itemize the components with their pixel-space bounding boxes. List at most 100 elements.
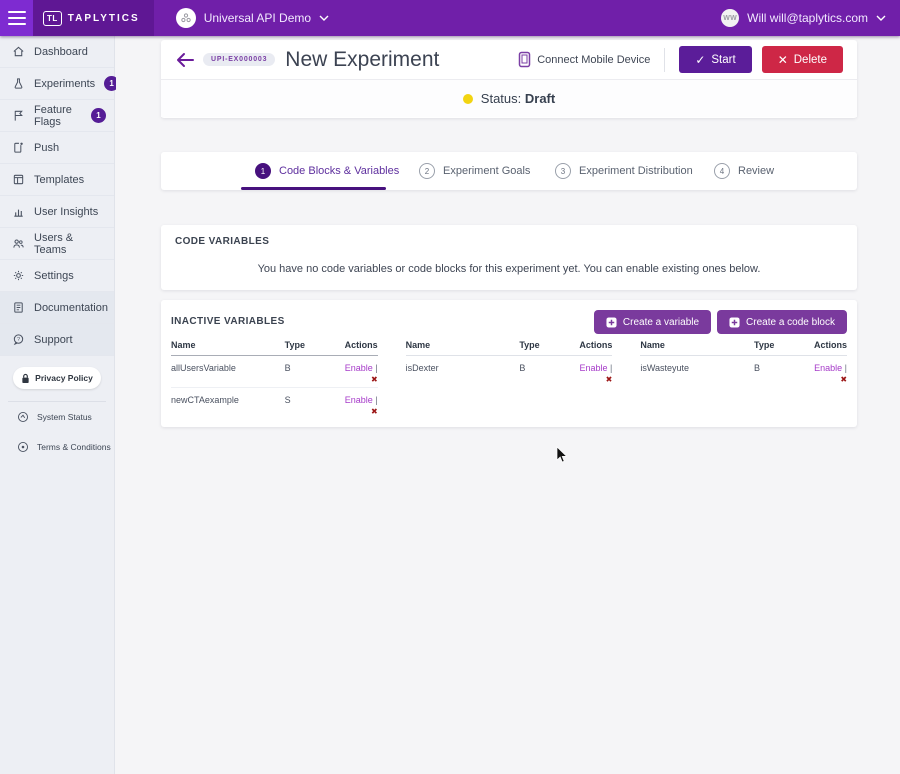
- col-type: Type: [519, 340, 540, 350]
- asterisk-circle-icon: [17, 441, 29, 453]
- home-icon: [12, 45, 25, 58]
- col-name: Name: [171, 340, 196, 350]
- system-status-link[interactable]: System Status: [0, 402, 114, 432]
- sidebar-item-label: Documentation: [34, 301, 108, 314]
- stepper-card: 1 Code Blocks & Variables 2 Experiment G…: [161, 152, 857, 190]
- step-label: Experiment Distribution: [579, 165, 693, 177]
- chevron-down-icon: [876, 15, 886, 21]
- step-label: Code Blocks & Variables: [279, 165, 400, 177]
- remove-button[interactable]: ✖: [370, 407, 378, 416]
- status-text: Status: Draft: [480, 91, 556, 106]
- plus-square-icon: [729, 316, 740, 328]
- col-name: Name: [405, 340, 431, 350]
- status-value: Draft: [524, 91, 556, 106]
- remove-button[interactable]: ✖: [370, 375, 378, 384]
- start-button[interactable]: ✓ Start: [679, 46, 752, 73]
- enable-link[interactable]: Enable: [814, 363, 843, 373]
- sidebar-item-label: Templates: [34, 173, 85, 186]
- sidebar-item-templates[interactable]: Templates: [0, 164, 114, 196]
- inactive-variables-header: INACTIVE VARIABLES Create a variable Cre…: [171, 310, 847, 334]
- variable-type: S: [284, 395, 291, 405]
- user-avatar: WW: [721, 9, 740, 27]
- step-experiment-goals[interactable]: 2 Experiment Goals: [419, 152, 530, 190]
- sidebar-item-push[interactable]: Push: [0, 132, 114, 164]
- col-actions: Actions: [814, 340, 848, 350]
- user-name: Will will@taplytics.com: [747, 11, 868, 25]
- col-actions: Actions: [344, 340, 378, 350]
- col-name: Name: [640, 340, 665, 350]
- terms-conditions-link[interactable]: Terms & Conditions: [0, 432, 114, 462]
- variable-name: newCTAexample: [171, 395, 239, 405]
- user-menu[interactable]: WW Will will@taplytics.com: [721, 9, 900, 27]
- variables-table-1: Name Type Actions allUsersVariable B Ena…: [171, 340, 378, 419]
- status-gauge-icon: [17, 411, 29, 423]
- col-type: Type: [754, 340, 775, 350]
- logo-mark: TL: [43, 10, 62, 26]
- flag-icon: [12, 109, 25, 122]
- hamburger-menu-button[interactable]: [0, 0, 33, 36]
- sidebar-item-label: Experiments: [34, 77, 96, 90]
- sidebar: Dashboard Experiments 1 Feature Flags 1 …: [0, 36, 120, 774]
- enable-link[interactable]: Enable: [344, 363, 373, 373]
- back-arrow-button[interactable]: [175, 52, 195, 68]
- step-label: Review: [738, 165, 775, 177]
- step-experiment-distribution[interactable]: 3 Experiment Distribution: [555, 152, 693, 190]
- create-code-block-button[interactable]: Create a code block: [717, 310, 847, 334]
- variables-table-3: Name Type Actions isWasteyute B Enable |…: [640, 340, 848, 419]
- variable-name: isDexter: [405, 363, 439, 373]
- connect-mobile-device-label: Connect Mobile Device: [537, 53, 651, 66]
- step-code-blocks-variables[interactable]: 1 Code Blocks & Variables: [255, 152, 399, 190]
- gear-icon: [12, 269, 25, 282]
- delete-button[interactable]: ✕ Delete: [761, 46, 843, 73]
- project-selector[interactable]: Universal API Demo: [175, 8, 329, 28]
- code-variables-empty-message: You have no code variables or code block…: [257, 263, 761, 275]
- variables-table-2: Name Type Actions isDexter B Enable | ✖: [405, 340, 613, 419]
- terms-conditions-label: Terms & Conditions: [37, 442, 111, 452]
- sidebar-item-experiments[interactable]: Experiments 1: [0, 68, 120, 100]
- create-code-block-label: Create a code block: [746, 316, 835, 328]
- enable-link[interactable]: Enable: [579, 363, 608, 373]
- variable-type: B: [284, 363, 291, 373]
- code-variables-card: CODE VARIABLES You have no code variable…: [161, 225, 857, 290]
- hamburger-icon: [7, 11, 26, 13]
- feature-flags-count-badge: 1: [91, 108, 106, 123]
- create-variable-label: Create a variable: [622, 316, 700, 328]
- code-variables-title: CODE VARIABLES: [175, 236, 270, 247]
- sidebar-item-feature-flags[interactable]: Feature Flags 1: [0, 100, 114, 132]
- variable-actions: Enable | ✖: [336, 363, 378, 384]
- variable-actions: Enable | ✖: [806, 363, 847, 384]
- system-status-label: System Status: [37, 412, 92, 422]
- variable-actions: Enable | ✖: [336, 395, 378, 416]
- status-row: Status: Draft: [161, 80, 857, 117]
- header-divider: [664, 47, 666, 72]
- taplytics-logo[interactable]: TL TAPLYTICS: [33, 0, 154, 36]
- variable-name: allUsersVariable: [171, 363, 236, 373]
- remove-button[interactable]: ✖: [605, 375, 613, 384]
- sidebar-divider: [8, 401, 106, 402]
- table-row: isDexter B Enable | ✖: [406, 356, 613, 387]
- table-header: Name Type Actions: [640, 340, 848, 356]
- step-review[interactable]: 4 Review: [714, 152, 774, 190]
- enable-link[interactable]: Enable: [344, 395, 373, 405]
- sidebar-item-dashboard[interactable]: Dashboard: [0, 36, 114, 68]
- sidebar-item-settings[interactable]: Settings: [0, 260, 114, 292]
- table-header: Name Type Actions: [171, 340, 378, 356]
- mobile-device-icon: [518, 51, 531, 68]
- topbar: TL TAPLYTICS Universal API Demo WW Will …: [0, 0, 900, 36]
- sidebar-item-user-insights[interactable]: User Insights: [0, 196, 114, 228]
- inactive-variables-card: INACTIVE VARIABLES Create a variable Cre…: [161, 300, 857, 427]
- variable-name: isWasteyute: [640, 363, 690, 373]
- document-icon: [12, 301, 25, 314]
- create-variable-button[interactable]: Create a variable: [593, 310, 712, 334]
- privacy-policy-button[interactable]: Privacy Policy: [13, 367, 101, 389]
- sidebar-item-users-teams[interactable]: Users & Teams: [0, 228, 114, 260]
- sidebar-item-support[interactable]: ? Support: [0, 324, 114, 356]
- remove-button[interactable]: ✖: [840, 375, 848, 384]
- connect-mobile-device-button[interactable]: Connect Mobile Device: [518, 51, 650, 68]
- start-button-label: Start: [711, 53, 736, 66]
- variable-type: B: [519, 363, 526, 373]
- project-name: Universal API Demo: [203, 11, 312, 25]
- table-row: newCTAexample S Enable | ✖: [171, 388, 378, 419]
- sidebar-item-documentation[interactable]: Documentation: [0, 292, 114, 324]
- variable-actions: Enable | ✖: [571, 363, 612, 384]
